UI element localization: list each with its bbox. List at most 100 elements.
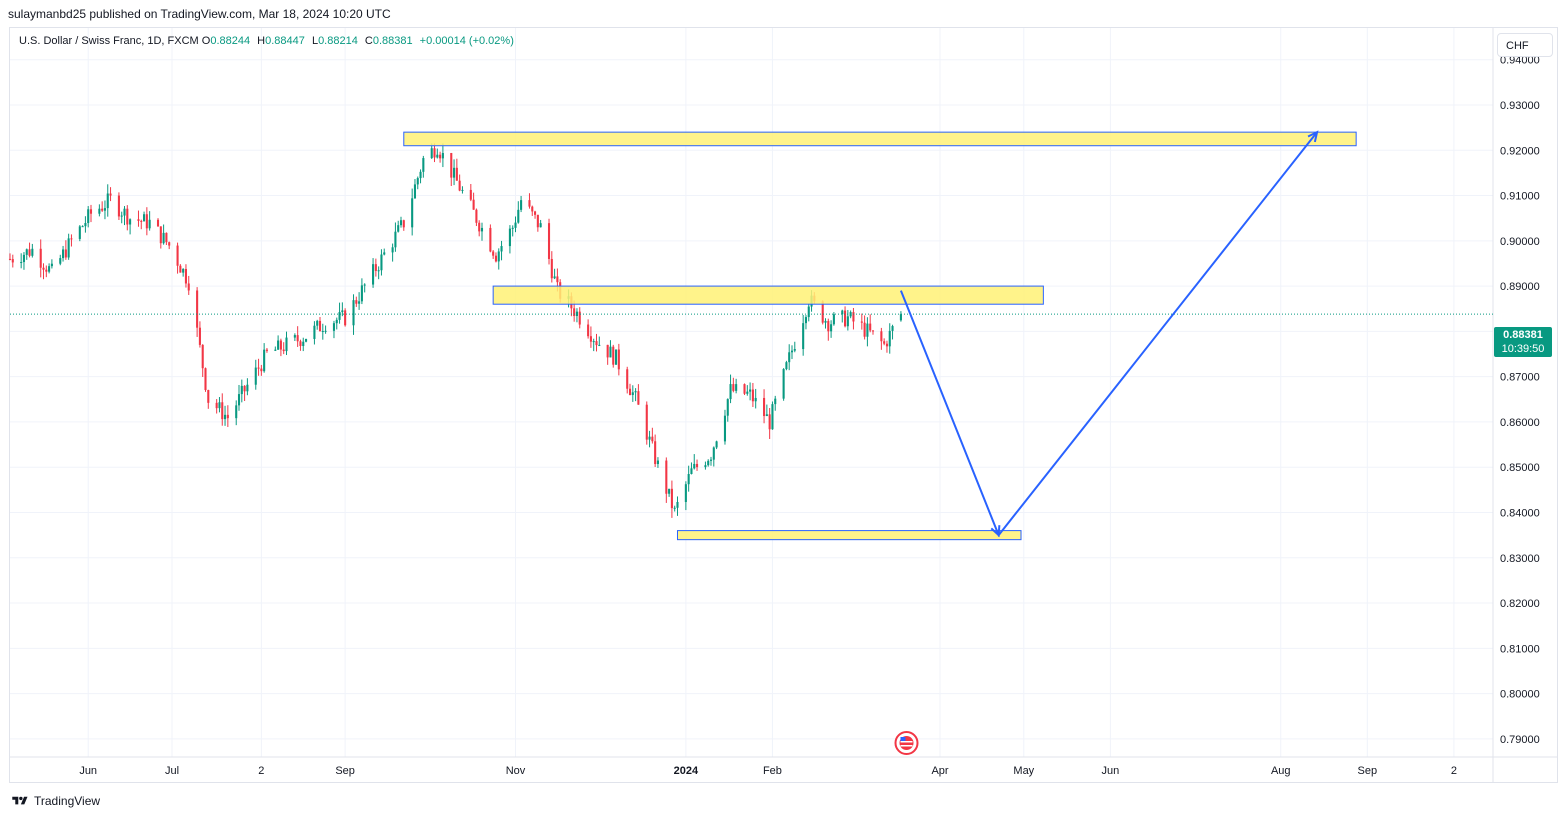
candle-body (885, 343, 889, 347)
candle-body (673, 507, 676, 509)
candle-body (891, 326, 894, 331)
candle-body (62, 249, 65, 259)
countdown-timer: 10:39:50 (1501, 343, 1545, 355)
candle-body (304, 338, 308, 342)
candle-body (394, 231, 397, 248)
candle-body (539, 223, 542, 228)
candle-body (866, 323, 869, 337)
candle-body (338, 312, 341, 320)
candle-body (237, 394, 241, 406)
flag-stripe (900, 745, 913, 747)
candle-body (617, 349, 620, 370)
candle-body (296, 335, 299, 342)
candle-body (103, 208, 107, 211)
candle-body (263, 349, 266, 372)
candle-body (687, 473, 690, 485)
y-tick-label: 0.84000 (1500, 507, 1540, 519)
candle-body (536, 214, 539, 228)
candle-body (235, 405, 238, 419)
candle-body (218, 402, 221, 409)
candle-body (732, 384, 735, 391)
candle-body (156, 219, 160, 227)
supply-demand-zone (403, 131, 1357, 147)
candle-body (246, 384, 249, 392)
y-tick-label: 0.79000 (1500, 734, 1540, 746)
candle-body (48, 266, 51, 272)
candle-body (553, 276, 556, 279)
y-tick-label: 0.94000 (1500, 55, 1540, 67)
candle-body (184, 268, 187, 284)
candle-body (645, 404, 648, 440)
candle-body (587, 324, 590, 337)
candle-body (651, 436, 654, 442)
candle-body (899, 314, 902, 321)
candle-body (207, 390, 210, 403)
candle-body (260, 368, 263, 372)
candle-body (162, 232, 165, 244)
candle-body (575, 311, 578, 317)
close-value: 0.88381 (372, 35, 413, 47)
tradingview-footer[interactable]: TradingView (10, 794, 100, 808)
candle-body (614, 349, 618, 365)
candle-body (670, 488, 673, 509)
open-value: 0.88244 (210, 35, 251, 47)
candle-body (84, 222, 87, 227)
candle-body (453, 167, 456, 178)
candle-body (804, 317, 808, 324)
candle-body (274, 349, 277, 351)
candle-body (637, 391, 640, 405)
candle-body (478, 222, 481, 232)
candle-body (726, 399, 729, 416)
last-price-tag: 0.88381 10:39:50 (1494, 327, 1552, 357)
candle-body (827, 320, 830, 332)
candle-body (790, 350, 794, 353)
candle-body (42, 267, 45, 270)
candle-body (841, 310, 844, 315)
candle-body (768, 414, 771, 430)
x-tick-label: Apr (931, 765, 948, 777)
candle-body (556, 276, 559, 283)
candle-body (344, 310, 347, 326)
candle-body (383, 252, 386, 255)
candle-body (50, 263, 53, 267)
candle-body (534, 211, 537, 215)
candle-body (28, 249, 31, 256)
candle-body (293, 335, 296, 338)
supply-demand-zone (492, 285, 1044, 305)
y-tick-label: 0.91000 (1500, 191, 1540, 203)
candle-body (807, 306, 810, 318)
candle-body (31, 248, 34, 256)
candle-body (101, 208, 104, 211)
candle-body (844, 310, 847, 327)
candle-body (751, 389, 754, 402)
candle-body (871, 330, 875, 332)
projection-arrowhead-down (990, 525, 1001, 538)
currency-button[interactable]: CHF (1497, 33, 1553, 57)
candle-body (148, 219, 151, 229)
candle-body (358, 301, 361, 304)
candle-body (631, 392, 634, 396)
candle-body (341, 310, 344, 313)
candle-body (612, 346, 615, 365)
candle-body (59, 258, 62, 264)
y-tick-label: 0.90000 (1500, 236, 1540, 248)
candle-body (265, 349, 268, 351)
candle-body (793, 349, 796, 351)
candle-body (735, 384, 738, 391)
candle-body (520, 200, 523, 210)
candle-body (497, 251, 500, 262)
candle-body (480, 227, 484, 232)
candle-body (628, 388, 632, 396)
candle-body (221, 402, 224, 420)
candle-body (489, 227, 492, 252)
candle-body (788, 352, 791, 363)
symbol-legend: U.S. Dollar / Swiss Franc, 1D, FXCM O0.8… (19, 35, 518, 47)
supply-demand-zone (676, 530, 1022, 541)
close-label: C (364, 35, 373, 47)
y-tick-label: 0.89000 (1500, 281, 1540, 293)
x-tick-label: Aug (1271, 765, 1291, 777)
candle-body (363, 284, 366, 286)
candle-body (355, 300, 358, 304)
candle-body (528, 200, 531, 207)
